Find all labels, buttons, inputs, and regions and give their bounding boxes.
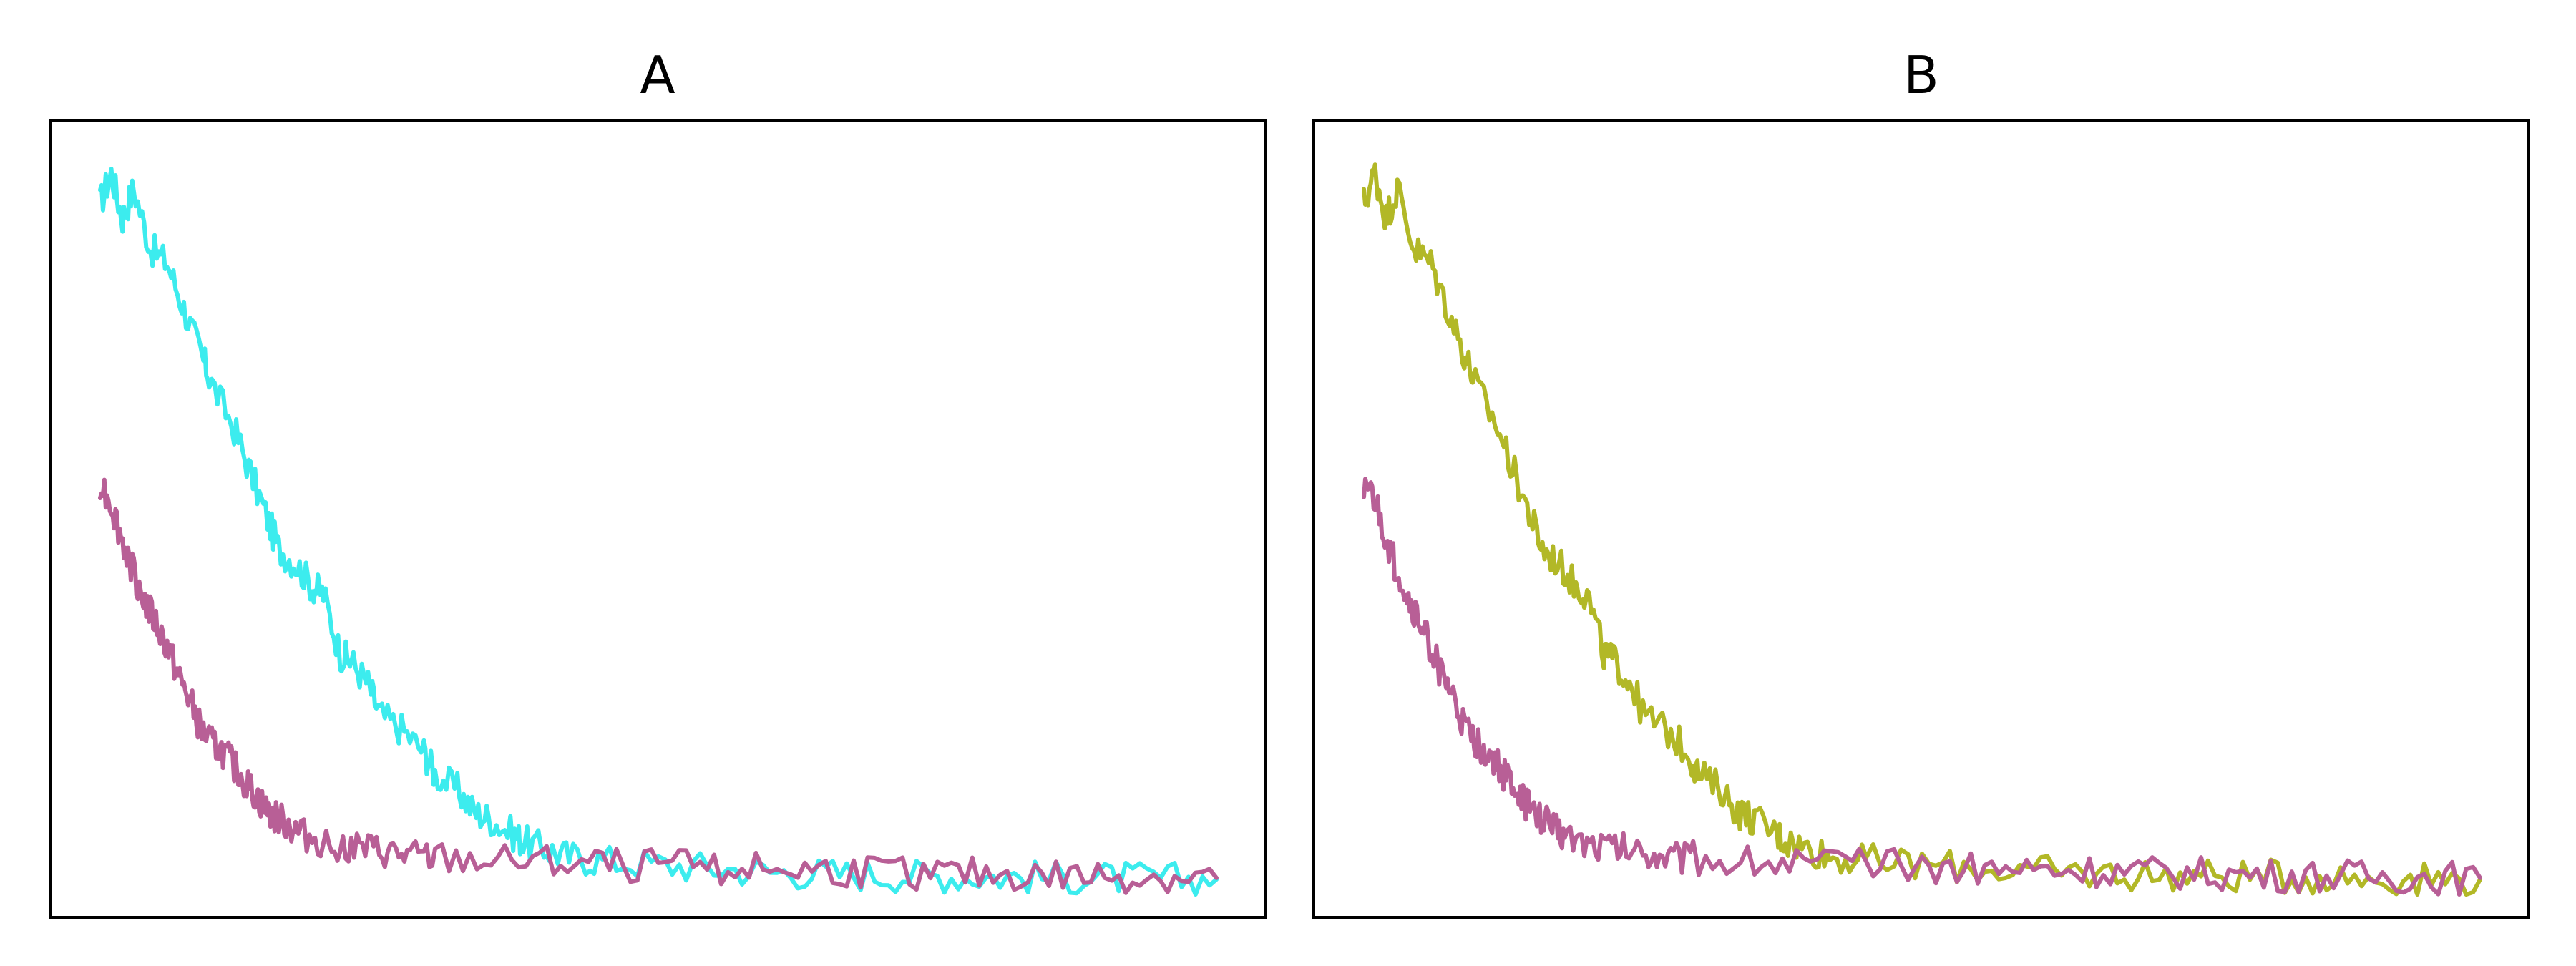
panel-a-series-1-line xyxy=(98,167,1219,897)
panel-b-series-2-line xyxy=(1362,477,2482,897)
panel-b-title: B xyxy=(1903,45,1938,105)
panel-a-frame xyxy=(49,119,1267,919)
panel-b: B xyxy=(1312,45,2530,919)
panel-b-plot-area xyxy=(1362,162,2482,897)
panel-a-title: A xyxy=(640,45,675,105)
panel-b-frame xyxy=(1312,119,2530,919)
panel-b-series-1-line xyxy=(1362,162,2482,897)
panel-a-series-2-line xyxy=(98,477,1219,895)
panel-a: A xyxy=(49,45,1267,919)
panel-a-plot-area xyxy=(98,167,1219,897)
